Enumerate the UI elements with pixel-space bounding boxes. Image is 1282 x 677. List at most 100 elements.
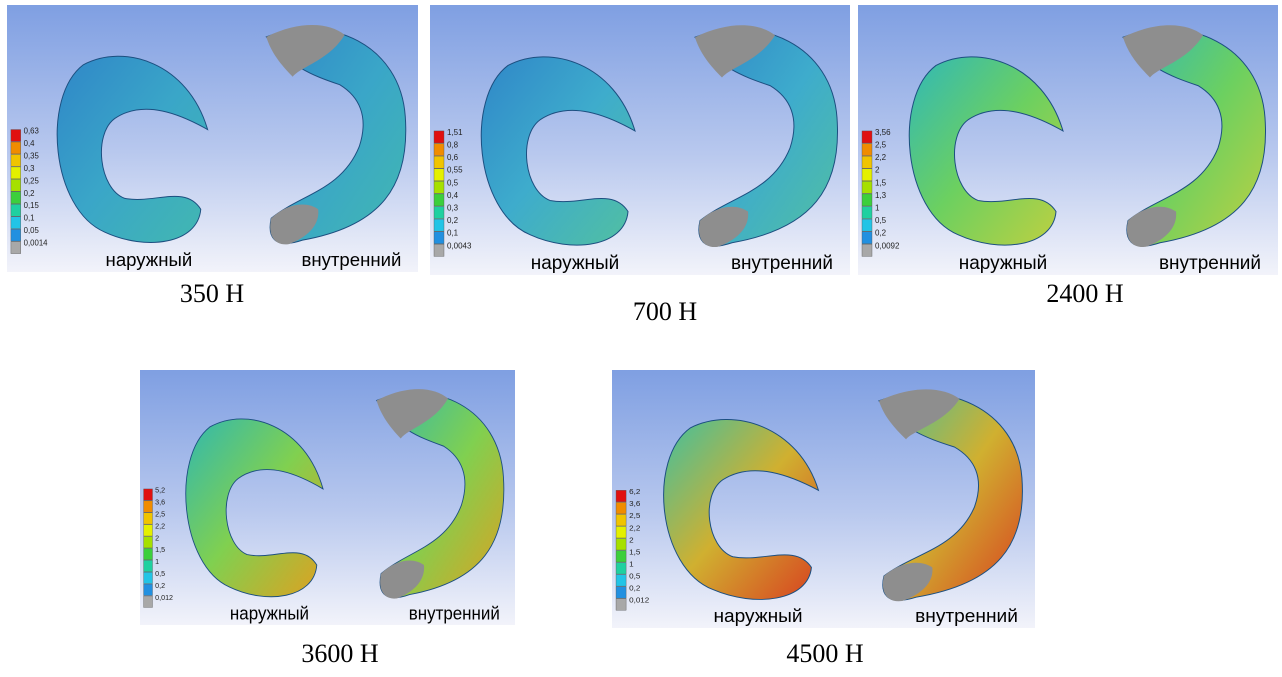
legend-label: 0,012 <box>629 596 649 605</box>
inner-label: внутренний <box>915 606 1018 627</box>
legend-label: 1,5 <box>629 548 641 557</box>
legend-label: 2,2 <box>875 153 887 162</box>
legend-swatch <box>616 502 626 514</box>
legend-swatch <box>144 537 153 548</box>
legend-label: 0,0092 <box>875 241 900 250</box>
legend-swatch <box>434 219 444 231</box>
legend-swatch <box>616 587 626 599</box>
legend-label: 0,0014 <box>24 239 48 248</box>
legend-swatch <box>144 501 153 512</box>
legend-label: 2,2 <box>629 523 640 532</box>
legend-label: 3,56 <box>875 128 891 137</box>
legend-label: 0,5 <box>875 216 887 225</box>
legend-label: 0,2 <box>629 584 640 593</box>
legend-swatch <box>616 599 626 611</box>
legend-swatch <box>862 156 872 168</box>
legend-swatch <box>11 130 21 142</box>
legend-swatch <box>616 563 626 575</box>
legend-label: 0,3 <box>24 164 35 173</box>
legend-label: 0,8 <box>447 141 459 150</box>
legend-label: 1,5 <box>155 545 165 554</box>
legend-swatch <box>862 144 872 156</box>
legend-label: 0,55 <box>447 166 463 175</box>
legend-swatch <box>144 548 153 559</box>
outer-label: наружный <box>531 253 620 274</box>
legend-swatch <box>616 575 626 587</box>
legend-label: 0,012 <box>155 593 173 602</box>
legend-label: 0,2 <box>447 216 459 225</box>
legend-swatch <box>862 131 872 143</box>
legend-label: 1,5 <box>875 178 887 187</box>
legend-swatch <box>11 229 21 241</box>
legend-swatch <box>144 489 153 500</box>
legend-swatch <box>434 244 444 256</box>
caption: 350 Н <box>180 279 245 308</box>
legend-swatch <box>616 538 626 550</box>
inner-label: внутренний <box>302 249 402 270</box>
legend-label: 2,5 <box>875 141 887 150</box>
legend-label: 1 <box>155 557 159 566</box>
legend-label: 2 <box>629 535 633 544</box>
legend-swatch <box>144 596 153 607</box>
legend-swatch <box>862 194 872 206</box>
outer-label: наружный <box>959 253 1048 274</box>
legend-swatch <box>434 144 444 156</box>
legend-swatch <box>434 156 444 168</box>
caption: 700 Н <box>633 297 698 326</box>
legend-swatch <box>434 206 444 218</box>
legend-swatch <box>11 217 21 229</box>
legend-swatch <box>144 584 153 595</box>
legend-label: 0,5 <box>447 178 459 187</box>
legend-swatch <box>11 192 21 204</box>
legend-swatch <box>11 204 21 216</box>
legend-swatch <box>862 206 872 218</box>
legend-swatch <box>434 181 444 193</box>
legend-swatch <box>11 167 21 179</box>
legend-label: 0,4 <box>24 139 35 148</box>
legend-label: 2 <box>875 166 880 175</box>
legend-label: 0,1 <box>447 229 459 238</box>
figure: 0,630,40,350,30,250,20,150,10,050,0014на… <box>0 0 1282 677</box>
legend-swatch <box>862 232 872 244</box>
legend-label: 1,3 <box>875 191 887 200</box>
legend-label: 1 <box>629 560 633 569</box>
legend-swatch <box>862 181 872 193</box>
legend-label: 0,15 <box>24 201 40 210</box>
legend-swatch <box>11 179 21 191</box>
inner-label: внутренний <box>1159 253 1261 274</box>
legend-label: 2,5 <box>155 509 165 518</box>
legend-swatch <box>616 490 626 502</box>
legend-label: 0,5 <box>629 572 641 581</box>
legend-label: 0,4 <box>447 191 459 200</box>
legend-label: 0,35 <box>24 151 40 160</box>
legend-swatch <box>616 514 626 526</box>
legend-swatch <box>11 242 21 254</box>
outer-label: наружный <box>713 606 802 627</box>
legend-label: 6,2 <box>629 487 640 496</box>
inner-label: внутренний <box>731 253 833 274</box>
legend-swatch <box>434 232 444 244</box>
legend-swatch <box>434 169 444 181</box>
legend-label: 0,0043 <box>447 241 472 250</box>
legend-label: 0,1 <box>24 214 35 223</box>
legend-label: 2,2 <box>155 521 165 530</box>
legend-label: 0,2 <box>24 189 35 198</box>
outer-label: наружный <box>230 603 309 624</box>
legend-label: 3,6 <box>629 499 641 508</box>
legend-label: 5,2 <box>155 486 165 495</box>
legend-swatch <box>144 525 153 536</box>
legend-label: 0,2 <box>875 229 887 238</box>
legend-swatch <box>434 194 444 206</box>
legend-label: 0,63 <box>24 126 40 135</box>
legend-label: 0,05 <box>24 226 40 235</box>
legend-swatch <box>616 526 626 538</box>
legend-swatch <box>616 551 626 563</box>
caption: 4500 Н <box>786 639 864 668</box>
legend-label: 3,6 <box>155 497 165 506</box>
legend-label: 0,6 <box>447 153 459 162</box>
legend-swatch <box>434 131 444 143</box>
legend-label: 1,51 <box>447 128 463 137</box>
page: 0,630,40,350,30,250,20,150,10,050,0014на… <box>0 0 1282 677</box>
